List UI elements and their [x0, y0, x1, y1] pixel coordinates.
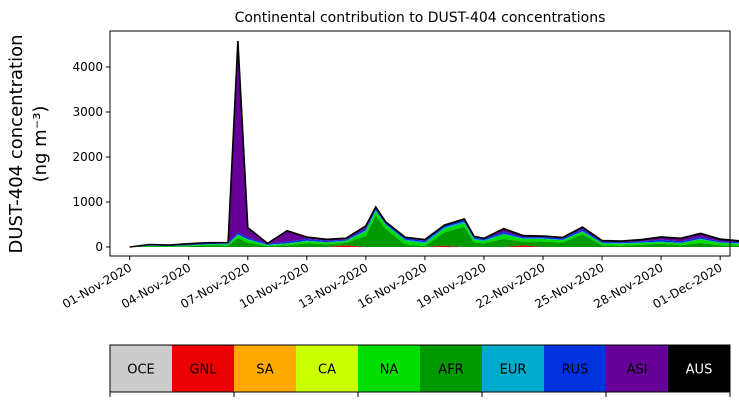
legend-label-aus: AUS	[686, 363, 713, 378]
area-na	[129, 211, 739, 247]
area-afr	[129, 215, 739, 247]
y-axis-label: DUST-404 concentration (ng m⁻³)	[6, 34, 51, 253]
legend-label-afr: AFR	[438, 363, 463, 378]
y-tick-label: 0	[95, 240, 103, 254]
legend-label-eur: EUR	[500, 363, 527, 378]
legend-frame	[109, 344, 731, 393]
y-tick-label: 3000	[72, 105, 103, 119]
legend: OCE GNL SA CA NA AFR EUR RUS ASI AUS	[109, 344, 731, 397]
legend-swatch-gnl	[172, 345, 235, 392]
legend-swatch-asi	[606, 345, 669, 392]
legend-label-oce: OCE	[127, 363, 155, 378]
legend-swatch-na	[358, 345, 421, 392]
stacked-areas	[129, 40, 739, 248]
y-tick-label: 2000	[72, 150, 103, 164]
area-asi	[129, 40, 739, 247]
legend-label-ca: CA	[318, 363, 336, 378]
legend-label-na: NA	[380, 363, 399, 378]
legend-label-gnl: GNL	[189, 363, 217, 378]
plot-area: 0 1000 2000 3000 4000 01-Nov-202004-Nov-2020…	[60, 30, 739, 311]
y-axis: 0 1000 2000 3000 4000	[72, 60, 110, 254]
legend-swatch-ca	[296, 345, 359, 392]
area-gnl	[129, 245, 739, 247]
legend-label-sa: SA	[256, 363, 273, 378]
plot-frame	[109, 30, 731, 257]
chart-title: Continental contribution to DUST-404 con…	[235, 10, 606, 26]
legend-swatch-aus	[668, 345, 731, 392]
legend-swatch-afr	[420, 345, 483, 392]
legend-label-asi: ASI	[627, 363, 648, 378]
y-tick-label: 4000	[72, 60, 103, 74]
legend-swatch-sa	[234, 345, 297, 392]
x-axis: 01-Nov-202004-Nov-202007-Nov-202010-Nov-…	[60, 256, 725, 311]
y-tick-label: 1000	[72, 195, 103, 209]
y-axis-label-line2: (ng m⁻³)	[30, 106, 51, 183]
legend-label-rus: RUS	[562, 363, 589, 378]
area-aus	[129, 40, 739, 248]
legend-swatch-eur	[482, 345, 545, 392]
legend-swatch-rus	[544, 345, 607, 392]
legend-swatch-oce	[110, 345, 173, 392]
y-axis-label-line1: DUST-404 concentration	[6, 34, 27, 253]
